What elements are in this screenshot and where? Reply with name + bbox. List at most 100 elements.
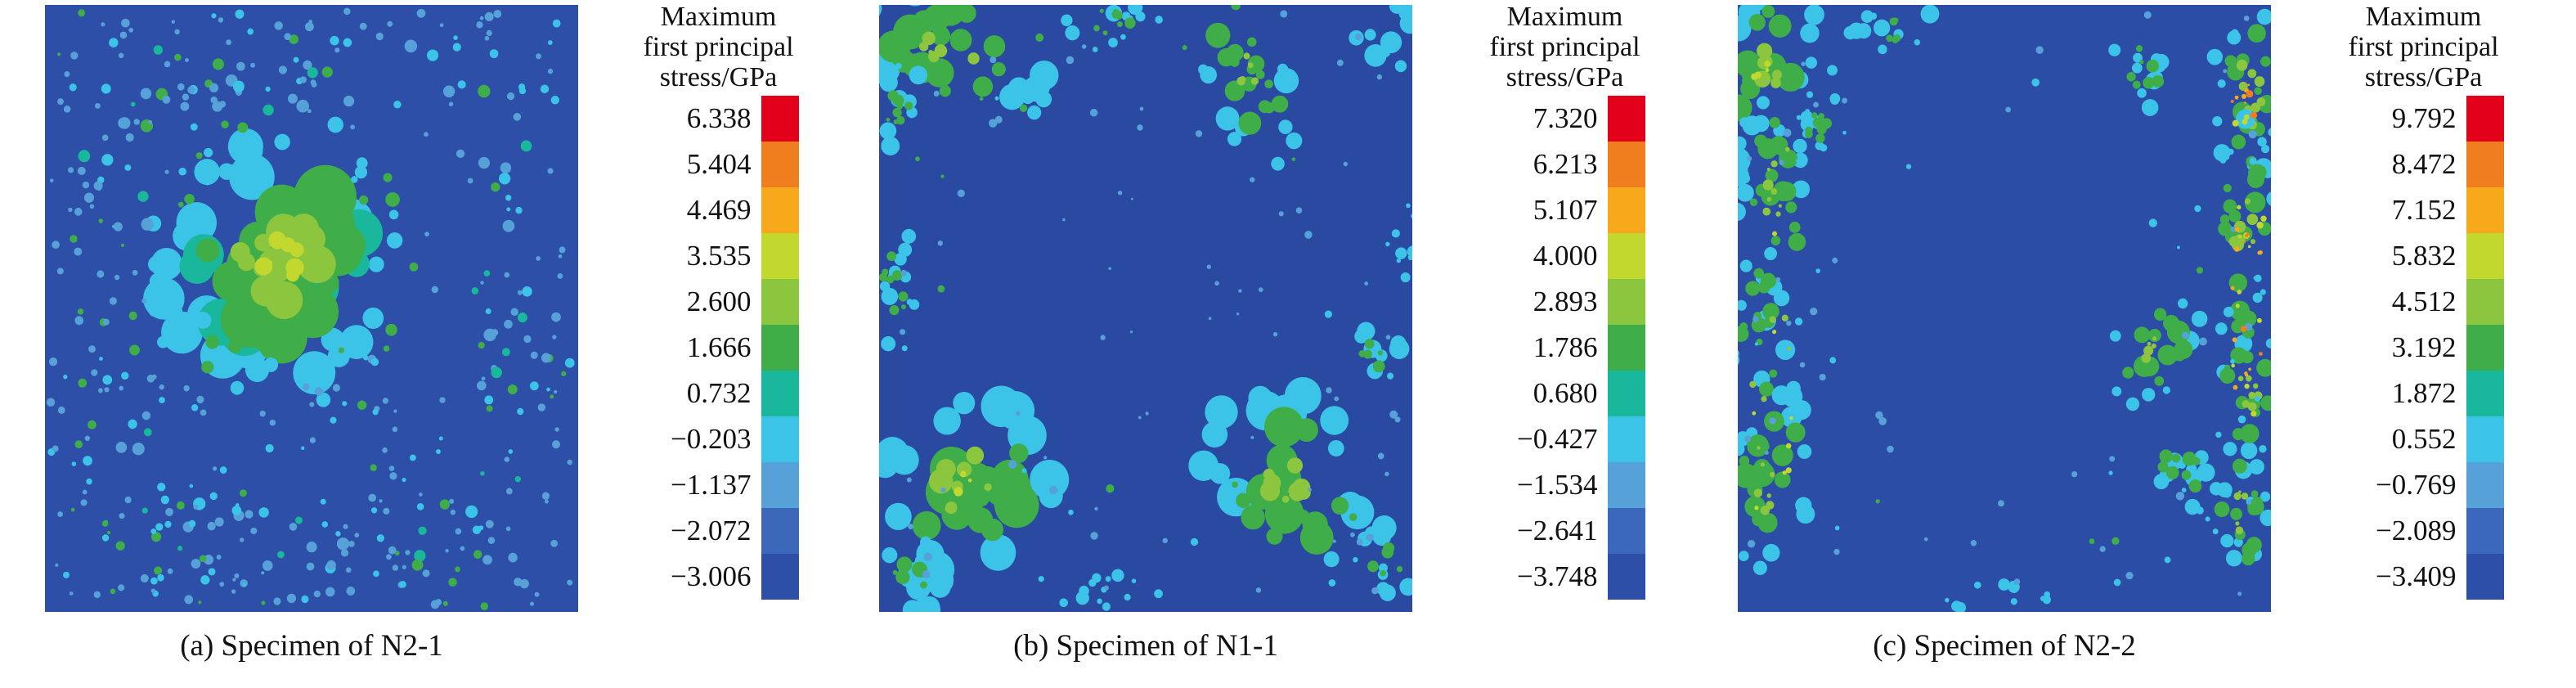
colorbar-segment [761,508,799,554]
legend-tick-value: −1.534 [1517,469,1598,501]
legend-tick-value: 7.320 [1533,102,1598,134]
legend-tick-value: −0.203 [671,423,752,455]
panel-a-main: Maximum first principal stress/GPa 6.338… [0,0,859,618]
legend-tick-value: 0.680 [1533,377,1598,409]
legend-body: 7.320 6.213 5.107 4.000 2.893 1.786 0.680 −0.42… [1485,96,1645,600]
legend-tick-value: 3.535 [686,240,752,272]
colorbar [761,96,799,600]
colorbar-segment [1607,416,1645,462]
contour-plot-b [879,5,1412,612]
legend-title-line: first principal [643,32,794,62]
legend-tick-value: 5.832 [2391,240,2457,272]
colorbar-segment [2466,325,2504,371]
legend-tick-value: 5.404 [686,148,752,180]
colorbar-segment [761,142,799,187]
legend-tick-value: 7.152 [2391,194,2457,226]
panel-c: Maximum first principal stress/GPa 9.792… [1717,0,2576,688]
legend-tick-value: 6.213 [1533,148,1598,180]
colorbar-segment [1607,187,1645,233]
legend-tick-value: −2.072 [671,515,752,546]
colorbar-segment [2466,462,2504,508]
legend-title: Maximum first principal stress/GPa [2348,2,2498,92]
colorbar-segment [2466,416,2504,462]
colorbar-segment [2466,233,2504,279]
legend-tick-value: 4.469 [686,194,752,226]
colorbar-segment [1607,233,1645,279]
legend-title-line: Maximum [2365,2,2482,32]
colorbar-segment [2466,96,2504,142]
colorbar-segment [1607,508,1645,554]
legend-tick-value: 1.872 [2391,377,2457,409]
panel-caption: (a) Specimen of N2-1 [180,629,443,663]
legend-tick-value: 0.732 [686,377,752,409]
legend-tick-value: 3.192 [2391,331,2457,363]
colorbar-segment [761,554,799,600]
legend-tick-value: −3.748 [1517,560,1598,592]
legend-title-line: stress/GPa [1506,62,1624,92]
panel-b-main: Maximum first principal stress/GPa 7.320… [859,0,1717,618]
colorbar-segment [1607,371,1645,416]
legend-title-line: Maximum [1506,2,1623,32]
legend-tick-value: 2.893 [1533,286,1598,317]
legend-title-line: first principal [1489,32,1640,62]
legend-c: Maximum first principal stress/GPa 9.792… [2271,0,2576,618]
legend-tick-value: 1.666 [686,331,752,363]
legend-values: 9.792 8.472 7.152 5.832 4.512 3.192 1.872 0.552… [2344,96,2466,600]
colorbar-segment [761,371,799,416]
panel-caption: (c) Specimen of N2-2 [1873,629,2136,663]
legend-tick-value: 6.338 [686,102,752,134]
colorbar-segment [2466,279,2504,325]
legend-tick-value: 2.600 [686,286,752,317]
legend-tick-value: 8.472 [2391,148,2457,180]
legend-tick-value: −1.137 [671,469,752,501]
colorbar-segment [2466,554,2504,600]
legend-tick-value: 5.107 [1533,194,1598,226]
contour-svg-a [45,5,578,612]
legend-title-line: stress/GPa [659,62,778,92]
legend-tick-value: 1.786 [1533,331,1598,363]
legend-tick-value: 9.792 [2391,102,2457,134]
colorbar-segment [1607,279,1645,325]
legend-tick-value: −3.409 [2376,560,2457,592]
colorbar-segment [761,462,799,508]
legend-values: 6.338 5.404 4.469 3.535 2.600 1.666 0.732 −0.20… [639,96,761,600]
colorbar-segment [2466,508,2504,554]
legend-title-line: Maximum [660,2,777,32]
colorbar-segment [1607,325,1645,371]
colorbar-segment [761,233,799,279]
contour-svg-c [1738,5,2271,612]
legend-body: 9.792 8.472 7.152 5.832 4.512 3.192 1.872 0.552… [2344,96,2504,600]
panel-b: Maximum first principal stress/GPa 7.320… [859,0,1717,688]
legend-tick-value: −3.006 [671,560,752,592]
legend-title-line: stress/GPa [2364,62,2483,92]
colorbar-segment [761,416,799,462]
legend-b: Maximum first principal stress/GPa 7.320… [1412,0,1717,618]
colorbar-segment [2466,371,2504,416]
legend-tick-value: −2.089 [2376,515,2457,546]
legend-tick-value: −2.641 [1517,515,1598,546]
contour-plot-c [1738,5,2271,612]
legend-tick-value: 4.000 [1533,240,1598,272]
legend-a: Maximum first principal stress/GPa 6.338… [578,0,859,618]
contour-plot-a [45,5,578,612]
legend-title: Maximum first principal stress/GPa [1489,2,1640,92]
legend-tick-value: 0.552 [2391,423,2457,455]
legend-tick-value: −0.769 [2376,469,2457,501]
colorbar-segment [1607,142,1645,187]
legend-title: Maximum first principal stress/GPa [643,2,793,92]
colorbar-segment [2466,187,2504,233]
colorbar-segment [1607,96,1645,142]
colorbar-segment [761,187,799,233]
panel-a: Maximum first principal stress/GPa 6.338… [0,0,859,688]
colorbar-segment [2466,142,2504,187]
legend-body: 6.338 5.404 4.469 3.535 2.600 1.666 0.732 −0.20… [639,96,799,600]
legend-title-line: first principal [2348,32,2499,62]
colorbar [1607,96,1645,600]
colorbar-segment [761,325,799,371]
legend-tick-value: −0.427 [1517,423,1598,455]
legend-tick-value: 4.512 [2391,286,2457,317]
panel-caption: (b) Specimen of N1-1 [1013,629,1278,663]
colorbar [2466,96,2504,600]
contour-svg-b [879,5,1412,612]
